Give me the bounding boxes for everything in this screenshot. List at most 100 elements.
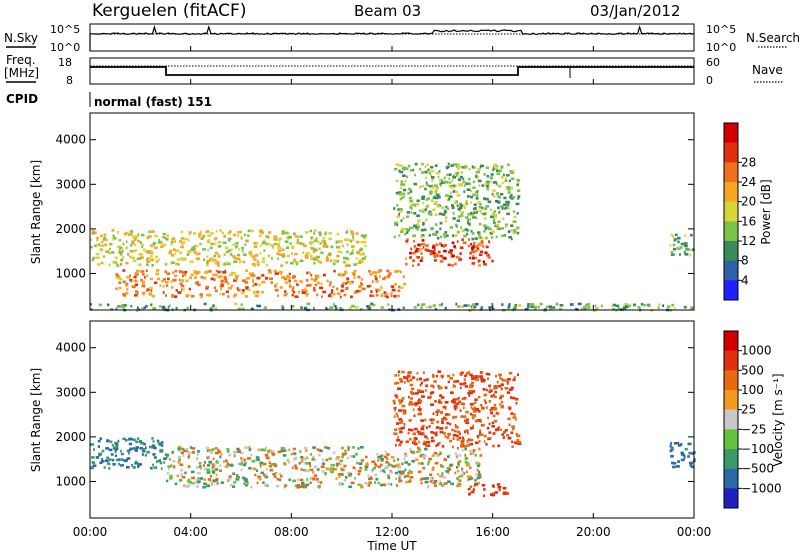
data-cell	[153, 456, 157, 459]
data-cell	[489, 215, 494, 219]
data-cell	[187, 250, 191, 253]
data-cell	[443, 417, 448, 421]
data-cell	[128, 451, 130, 455]
colorbar-segment	[724, 409, 738, 430]
data-cell	[452, 176, 456, 179]
data-cell	[324, 232, 327, 236]
data-cell	[416, 372, 419, 375]
data-cell	[400, 286, 404, 289]
data-cell	[398, 213, 401, 216]
data-cell	[501, 227, 505, 230]
data-cell	[126, 275, 131, 279]
data-cell	[516, 189, 521, 192]
data-cell	[417, 303, 420, 307]
data-cell	[341, 452, 346, 456]
colorbar-segment	[724, 182, 738, 203]
data-cell	[148, 230, 151, 233]
data-cell	[239, 260, 242, 264]
data-cell	[451, 445, 454, 449]
data-cell	[434, 259, 437, 262]
colorbar-frame	[723, 122, 739, 301]
data-cell	[436, 473, 439, 476]
data-cell	[516, 434, 521, 438]
data-cell	[430, 384, 434, 388]
data-cell	[240, 459, 244, 463]
data-cell	[223, 275, 227, 279]
data-cell	[466, 371, 470, 375]
data-cell	[240, 235, 243, 239]
data-cell	[240, 468, 243, 472]
data-cell	[457, 208, 461, 211]
data-cell	[492, 414, 496, 418]
data-cell	[367, 306, 372, 310]
data-cell	[171, 271, 175, 274]
data-cell	[313, 474, 318, 477]
data-cell	[402, 188, 407, 192]
data-cell	[410, 247, 413, 251]
data-cell	[484, 197, 489, 201]
data-cell	[156, 277, 160, 281]
data-cell	[489, 208, 493, 211]
data-cell	[91, 456, 95, 459]
data-cell	[393, 401, 396, 405]
data-cell	[423, 477, 426, 480]
data-cell	[211, 463, 215, 466]
data-cell	[140, 243, 145, 247]
data-cell	[468, 385, 473, 389]
data-cell	[125, 246, 129, 249]
data-cell	[296, 295, 299, 298]
data-cell	[289, 261, 294, 265]
data-cell	[268, 449, 272, 452]
data-cell	[471, 250, 475, 254]
data-cell	[430, 391, 435, 394]
data-cell	[339, 459, 343, 463]
data-cell	[485, 205, 490, 208]
data-cell	[466, 444, 470, 447]
data-cell	[145, 289, 149, 292]
data-cell	[422, 221, 425, 225]
data-cell	[507, 307, 510, 310]
data-cell	[472, 193, 474, 197]
data-cell	[437, 175, 440, 179]
data-cell	[393, 207, 396, 210]
data-cell	[219, 292, 222, 296]
power-colorbar-label: Power [dB]	[759, 179, 773, 244]
data-cell	[389, 463, 393, 467]
data-cell	[485, 184, 489, 187]
data-cell	[140, 270, 145, 273]
data-cell	[318, 231, 322, 234]
data-cell	[214, 251, 218, 255]
data-cell	[415, 458, 419, 462]
data-cell	[259, 252, 262, 255]
data-cell	[227, 295, 230, 298]
data-cell	[215, 477, 219, 481]
data-cell	[416, 256, 420, 259]
data-cell	[346, 277, 350, 280]
data-cell	[359, 308, 363, 311]
data-cell	[469, 256, 471, 260]
data-cell	[477, 179, 482, 183]
data-cell	[475, 378, 479, 382]
data-cell	[461, 469, 464, 473]
data-cell	[400, 380, 403, 383]
data-cell	[274, 472, 278, 475]
data-cell	[179, 240, 183, 243]
data-cell	[493, 408, 497, 411]
data-cell	[302, 484, 307, 488]
data-cell	[420, 252, 423, 255]
data-cell	[346, 229, 349, 232]
data-cell	[425, 305, 428, 309]
data-cell	[371, 271, 376, 274]
data-cell	[169, 474, 173, 478]
data-cell	[364, 465, 369, 469]
data-cell	[139, 241, 143, 244]
data-cell	[380, 459, 384, 462]
data-cell	[403, 475, 406, 478]
data-cell	[268, 461, 271, 464]
data-cell	[196, 457, 198, 460]
data-cell	[452, 437, 455, 440]
data-cell	[456, 430, 461, 434]
data-cell	[438, 400, 441, 404]
data-cell	[445, 194, 449, 197]
data-cell	[441, 206, 445, 209]
